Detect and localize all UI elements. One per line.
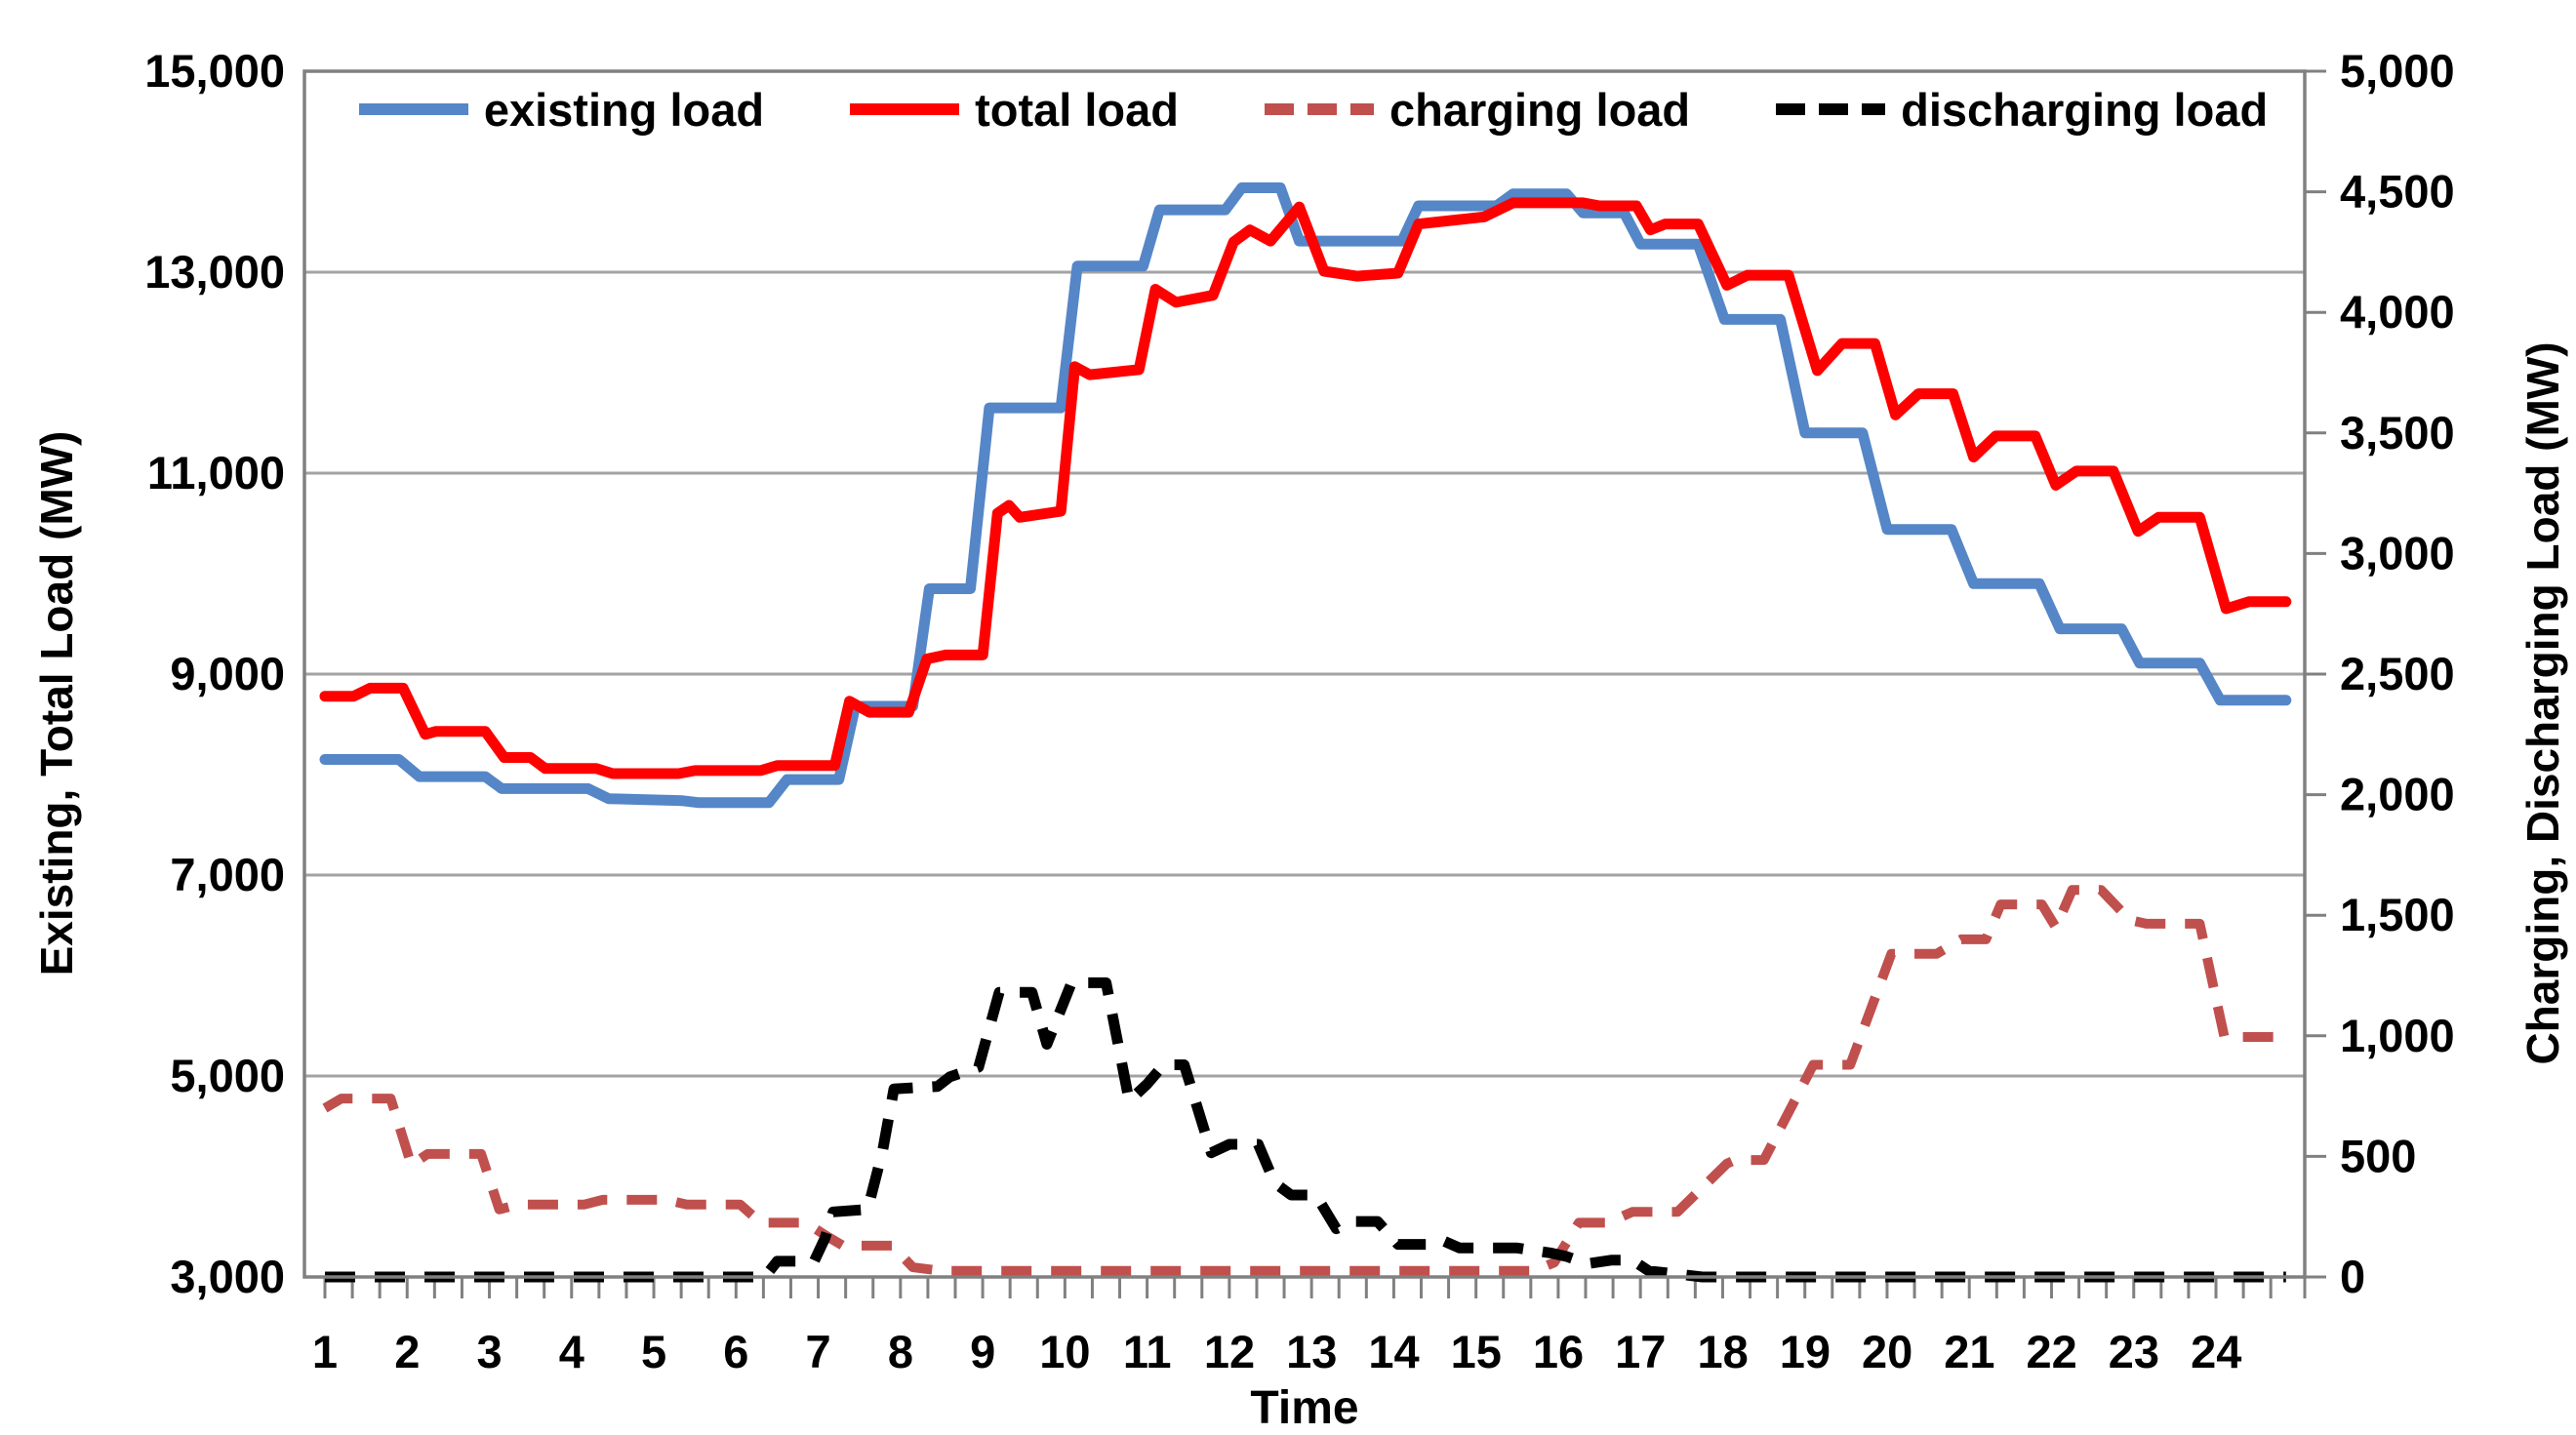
plot-border bbox=[302, 69, 2307, 1279]
right-axis-tick-label: 2,000 bbox=[2340, 769, 2455, 820]
x-axis-tick-label: 12 bbox=[1204, 1326, 1255, 1377]
left-axis-tick-label: 3,000 bbox=[170, 1251, 285, 1302]
right-axis-tick-label: 1,000 bbox=[2340, 1010, 2455, 1061]
left-axis-tick-label: 7,000 bbox=[170, 849, 285, 900]
x-axis-tick-label: 6 bbox=[723, 1326, 748, 1377]
x-axis-tick-label: 2 bbox=[394, 1326, 420, 1377]
legend-item-discharging-load: discharging load bbox=[1774, 83, 2268, 137]
x-axis-tick-label: 15 bbox=[1451, 1326, 1502, 1377]
x-axis-tick-label: 18 bbox=[1697, 1326, 1748, 1377]
legend-label-charging-load: charging load bbox=[1389, 83, 1691, 136]
left-axis-tick-label: 5,000 bbox=[170, 1050, 285, 1101]
legend-item-charging-load: charging load bbox=[1263, 83, 1690, 137]
x-axis-tick-label: 1 bbox=[312, 1326, 338, 1377]
x-axis-tick-label: 16 bbox=[1533, 1326, 1584, 1377]
right-axis-tick-label: 1,500 bbox=[2340, 889, 2455, 940]
x-axis-tick-label: 17 bbox=[1615, 1326, 1666, 1377]
x-axis-tick-label: 23 bbox=[2109, 1326, 2159, 1377]
x-axis-tick-label: 8 bbox=[888, 1326, 913, 1377]
series-line-existing-load bbox=[319, 182, 2292, 809]
charging-load-line-icon bbox=[1264, 103, 1374, 115]
legend-item-existing-load: existing load bbox=[357, 83, 764, 137]
existing-load-line-icon bbox=[358, 103, 468, 115]
legend-label-existing-load: existing load bbox=[483, 83, 765, 136]
right-axis-tick-label: 0 bbox=[2340, 1251, 2365, 1302]
right-axis-tick-label: 3,000 bbox=[2340, 527, 2455, 578]
x-axis-tick-label: 7 bbox=[806, 1326, 831, 1377]
legend-label-discharging-load: discharging load bbox=[1901, 83, 2269, 136]
x-axis-title: Time bbox=[1250, 1382, 1359, 1434]
x-axis-tick-label: 4 bbox=[559, 1326, 584, 1377]
right-axis-title: Charging, Discharging Load (MW) bbox=[2517, 341, 2568, 1065]
discharging-load-line-icon bbox=[1776, 103, 1886, 115]
x-axis-tick-label: 9 bbox=[970, 1326, 995, 1377]
x-axis-tick-label: 5 bbox=[641, 1326, 666, 1377]
total-load-line-icon bbox=[850, 103, 960, 115]
right-axis-tick-label: 3,500 bbox=[2340, 407, 2455, 458]
left-axis-tick-label: 11,000 bbox=[147, 447, 285, 498]
series-line-discharging-load bbox=[325, 977, 2286, 1283]
x-axis-tick-label: 3 bbox=[476, 1326, 502, 1377]
left-axis-tick-label: 9,000 bbox=[170, 648, 285, 699]
x-axis-tick-label: 10 bbox=[1039, 1326, 1090, 1377]
left-axis-tick-label: 15,000 bbox=[144, 45, 285, 97]
x-axis-tick-label: 20 bbox=[1862, 1326, 1912, 1377]
left-axis-tick-label: 13,000 bbox=[144, 246, 285, 298]
x-axis-tick-label: 24 bbox=[2191, 1326, 2241, 1377]
legend-item-total-load: total load bbox=[848, 83, 1179, 137]
x-axis-tick-label: 14 bbox=[1368, 1326, 1419, 1377]
right-axis-tick-label: 4,000 bbox=[2340, 286, 2455, 338]
x-axis-tick-label: 21 bbox=[1944, 1326, 1994, 1377]
right-axis-tick-label: 4,500 bbox=[2340, 166, 2455, 218]
right-axis-tick-label: 2,500 bbox=[2340, 648, 2455, 699]
right-axis-tick-label: 500 bbox=[2340, 1130, 2416, 1181]
series-line-total-load bbox=[319, 197, 2292, 779]
x-axis-tick-label: 13 bbox=[1286, 1326, 1337, 1377]
x-axis-tick-label: 11 bbox=[1123, 1326, 1172, 1377]
legend-label-total-load: total load bbox=[975, 83, 1179, 136]
right-axis-tick-label: 5,000 bbox=[2340, 45, 2455, 97]
left-axis-title: Existing, Total Load (MW) bbox=[31, 430, 82, 977]
x-axis-tick-label: 19 bbox=[1780, 1326, 1831, 1377]
legend: existing load total load charging load d… bbox=[322, 82, 2303, 137]
series-line-charging-load bbox=[322, 885, 2286, 1276]
x-axis-tick-label: 22 bbox=[2027, 1326, 2077, 1377]
